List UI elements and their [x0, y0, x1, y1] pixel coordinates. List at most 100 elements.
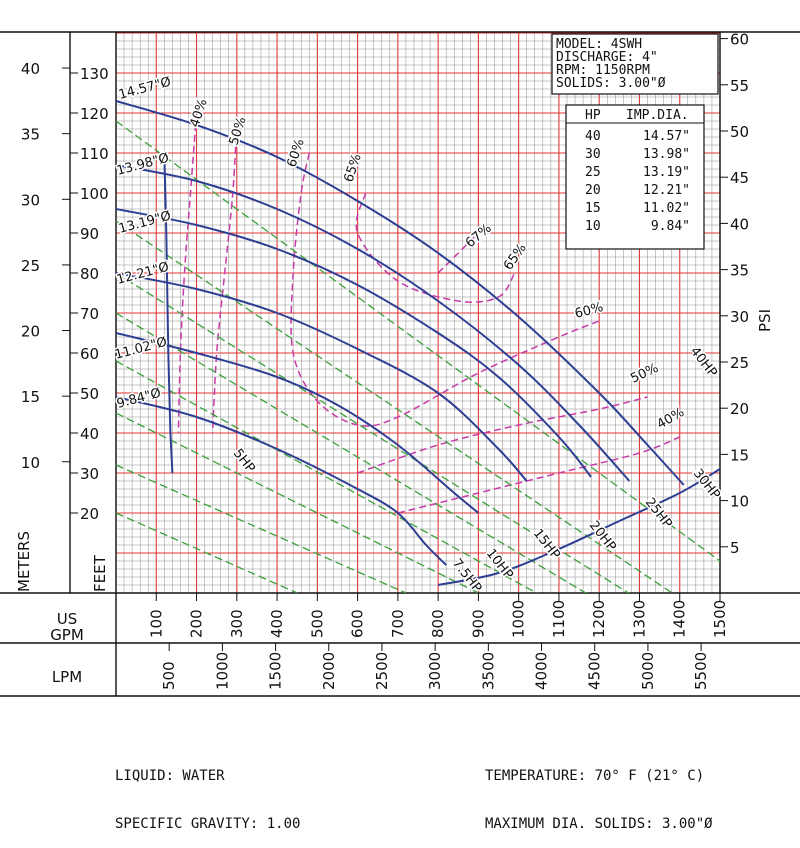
feet-tick-label: 60	[80, 345, 99, 363]
psi-tick-label: 15	[730, 446, 749, 464]
gpm-tick-label: 1100	[550, 600, 568, 638]
feet-tick-label: 20	[80, 505, 99, 523]
axis-ticks: 20 30 40 50 60 70 80 90 100 110 120 130 10 15 20 25 30 35…	[21, 31, 749, 690]
hp-table-cell: 10	[585, 219, 601, 234]
psi-tick-label: 40	[730, 215, 749, 233]
gpm-tick-label: 600	[349, 609, 367, 638]
impeller-diameter-label: 12.21"Ø	[115, 260, 170, 288]
efficiency-curves	[177, 112, 680, 514]
hp-line-20HP	[116, 312, 588, 593]
hp-table-cell: 15	[585, 201, 601, 216]
psi-tick-label: 60	[730, 31, 749, 49]
lpm-tick-label: 2500	[373, 652, 391, 690]
head-curve-9.84"Ø	[116, 396, 447, 566]
gpm-tick-label: 1000	[510, 600, 528, 638]
lpm-tick-label: 1000	[213, 652, 231, 690]
model-info-line: MODEL: 4SWH	[556, 37, 642, 52]
feet-tick-label: 80	[80, 265, 99, 283]
hp-line-10HP	[116, 412, 479, 593]
feet-tick-label: 70	[80, 305, 99, 323]
model-info-box	[551, 33, 719, 95]
hp-label: 5HP	[230, 446, 258, 476]
meters-tick-label: 40	[21, 60, 40, 78]
gpm-tick-label: 100	[147, 609, 165, 638]
lpm-tick-label: 5500	[692, 652, 710, 690]
usgpm-axis-title-line2: GPM	[50, 626, 84, 644]
lpm-tick-label: 5000	[639, 652, 657, 690]
psi-axis-title: PSI	[756, 309, 774, 332]
meters-tick-label: 15	[21, 388, 40, 406]
meters-tick-label: 25	[21, 257, 40, 275]
impeller-diameter-label: 13.98"Ø	[115, 151, 170, 179]
gpm-tick-label: 1500	[711, 600, 729, 638]
feet-tick-label: 40	[80, 425, 99, 443]
efficiency-curve-50%	[357, 396, 648, 474]
lpm-tick-label: 4000	[533, 652, 551, 690]
footer-specific-gravity: SPECIFIC GRAVITY: 1.00	[115, 816, 301, 832]
usgpm-axis-title-line1: US	[57, 610, 78, 628]
footer-temperature: TEMPERATURE: 70° F (21° C)	[485, 768, 705, 784]
hp-table-cell: 14.57"	[643, 129, 690, 144]
psi-tick-label: 45	[730, 169, 749, 187]
hp-diameter-table	[565, 104, 705, 250]
hp-table-header: HP	[585, 108, 601, 123]
hp-line-40HP	[116, 120, 720, 562]
feet-tick-label: 50	[80, 385, 99, 403]
meters-tick-label: 35	[21, 126, 40, 144]
efficiency-label: 65%	[342, 152, 365, 184]
efficiency-curve-40%	[177, 112, 198, 434]
head-curve-14.57"Ø	[116, 100, 685, 486]
hp-table-cell: 11.02"	[643, 201, 690, 216]
lpm-tick-label: 4500	[586, 652, 604, 690]
hp-table-cell: 12.21"	[643, 183, 690, 198]
psi-tick-label: 55	[730, 77, 749, 95]
feet-tick-label: 90	[80, 225, 99, 243]
gpm-tick-label: 400	[268, 609, 286, 638]
gpm-tick-label: 1200	[590, 600, 608, 638]
lpm-tick-label: 3000	[426, 652, 444, 690]
head-curve-13.19"Ø	[116, 208, 592, 478]
hp-table-cell: 20	[585, 183, 601, 198]
efficiency-curve-65%	[355, 192, 516, 303]
system-curve	[437, 468, 720, 586]
lpm-axis-title: LPM	[52, 668, 82, 686]
hp-table-cell: 13.19"	[643, 165, 690, 180]
hp-label: 40HP	[687, 344, 720, 380]
meters-tick-label: 10	[21, 454, 40, 472]
lpm-tick-label: 2000	[320, 652, 338, 690]
impeller-diameter-label: 9.84"Ø	[115, 386, 163, 412]
head-curve-12.21"Ø	[116, 272, 528, 482]
gpm-tick-label: 900	[469, 609, 487, 638]
efficiency-curve-60%	[290, 152, 600, 427]
model-info-line: RPM: 1150RPM	[556, 63, 650, 78]
head-curves	[116, 100, 720, 586]
feet-tick-label: 120	[80, 105, 109, 123]
hp-table-header: IMP.DIA.	[626, 108, 689, 123]
footer-right: TEMPERATURE: 70° F (21° C) MAXIMUM DIA. …	[485, 736, 713, 848]
efficiency-label: 60%	[573, 300, 605, 322]
gpm-tick-label: 200	[188, 609, 206, 638]
feet-tick-label: 110	[80, 145, 109, 163]
efficiency-curve-40%	[397, 436, 680, 514]
meters-axis-title: METERS	[15, 531, 33, 592]
gpm-tick-label: 700	[389, 609, 407, 638]
hp-table-cell: 40	[585, 129, 601, 144]
horsepower-lines	[116, 120, 720, 593]
feet-tick-label: 100	[80, 185, 109, 203]
feet-tick-label: 30	[80, 465, 99, 483]
feet-tick-label: 130	[80, 65, 109, 83]
footer-max-solids: MAXIMUM DIA. SOLIDS: 3.00"Ø	[485, 816, 713, 832]
head-curve-11.02"Ø	[116, 332, 480, 514]
hp-line-5HP	[116, 512, 298, 593]
lpm-tick-label: 500	[160, 661, 178, 690]
psi-tick-label: 5	[730, 539, 740, 557]
hp-line-15HP	[116, 360, 538, 593]
hp-table-cell: 30	[585, 147, 601, 162]
feet-axis-title: FEET	[91, 554, 109, 592]
psi-tick-label: 30	[730, 308, 749, 326]
meters-tick-label: 30	[21, 191, 40, 209]
efficiency-label: 50%	[628, 361, 661, 387]
chart-frames	[0, 31, 800, 697]
hp-table-cell: 25	[585, 165, 601, 180]
gpm-tick-label: 1400	[671, 600, 689, 638]
